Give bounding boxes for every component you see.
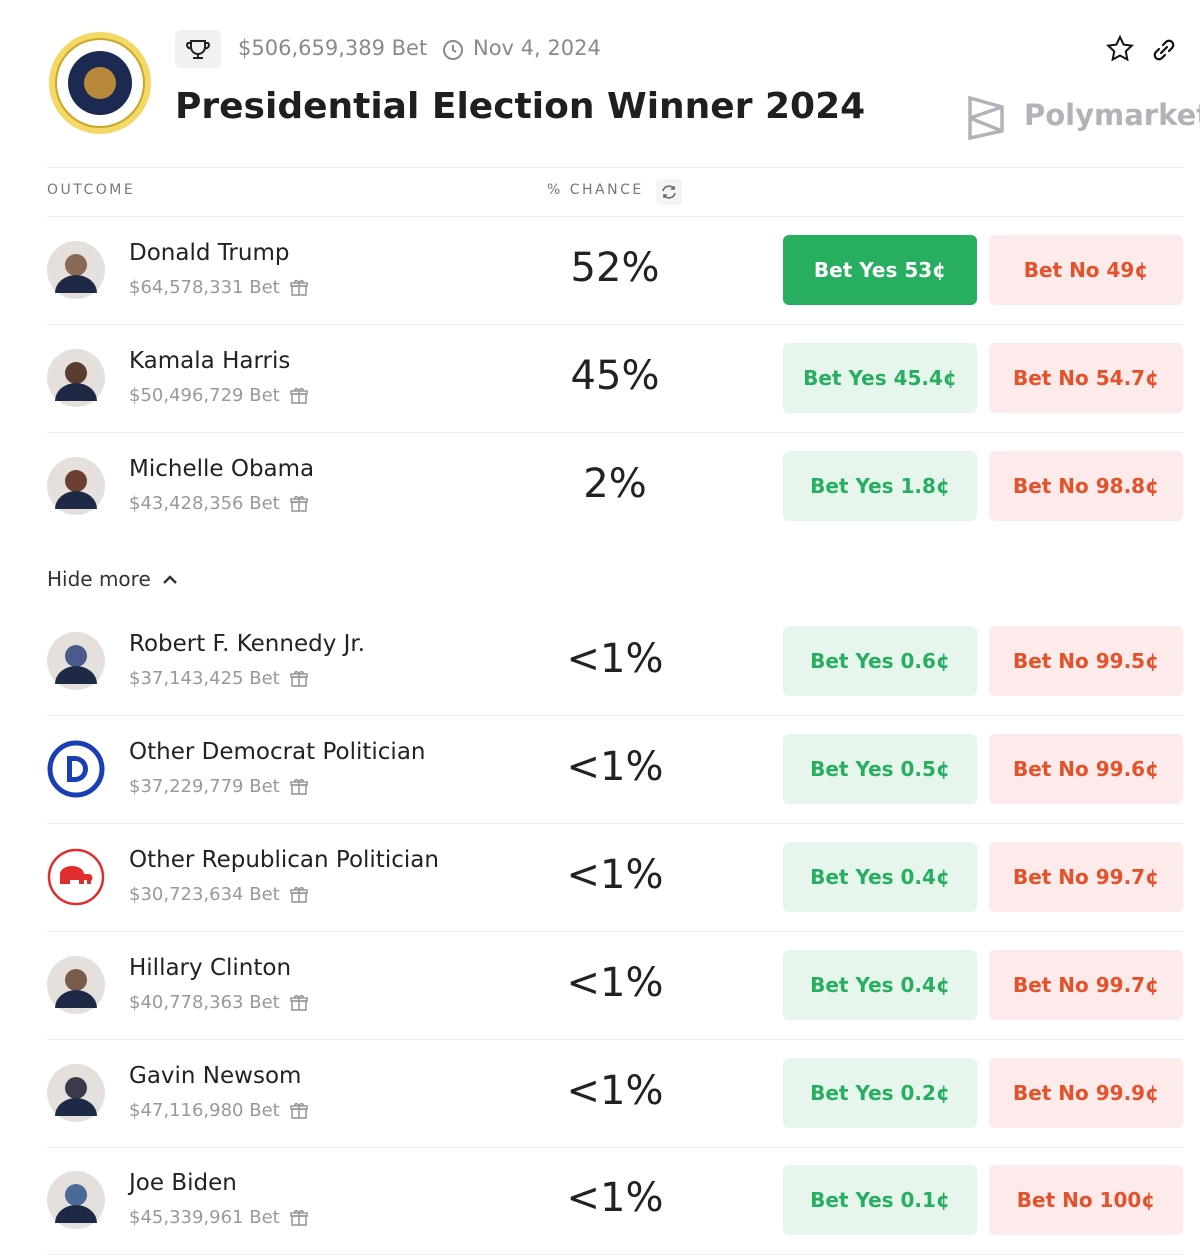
divider bbox=[47, 823, 1183, 824]
chance: <1% bbox=[566, 1068, 664, 1114]
gift-button[interactable] bbox=[289, 386, 309, 406]
outcome-name: Gavin Newsom bbox=[129, 1063, 302, 1089]
brand-logo bbox=[968, 95, 1004, 140]
hide-more-toggle[interactable]: Hide more bbox=[47, 567, 179, 591]
divider bbox=[47, 432, 1183, 433]
brand-name: Polymarket bbox=[1024, 98, 1200, 132]
divider bbox=[47, 1147, 1183, 1148]
chance: <1% bbox=[566, 852, 664, 898]
outcome-volume: $37,143,425 Bet bbox=[129, 668, 280, 689]
avatar bbox=[47, 349, 105, 407]
column-header: % CHANCE bbox=[547, 182, 644, 198]
star-button[interactable] bbox=[1105, 34, 1135, 64]
trophy-button[interactable] bbox=[175, 30, 221, 68]
end-date: Nov 4, 2024 bbox=[473, 36, 601, 60]
chance: 52% bbox=[570, 245, 660, 291]
avatar bbox=[47, 457, 105, 515]
avatar bbox=[47, 632, 105, 690]
outcome-name: Hillary Clinton bbox=[129, 955, 292, 981]
chance: <1% bbox=[566, 1175, 664, 1221]
chance: 2% bbox=[583, 461, 647, 507]
gift-button[interactable] bbox=[289, 993, 309, 1013]
avatar bbox=[47, 1171, 105, 1229]
bet-yes-button[interactable]: Bet Yes 45.4¢ bbox=[783, 343, 977, 413]
divider bbox=[47, 324, 1183, 325]
avatar bbox=[47, 740, 105, 798]
outcome-name: Michelle Obama bbox=[129, 456, 315, 482]
chance: 45% bbox=[570, 353, 660, 399]
total-volume: $506,659,389 Bet bbox=[238, 36, 428, 60]
outcome-volume: $43,428,356 Bet bbox=[129, 493, 280, 514]
gift-button[interactable] bbox=[289, 885, 309, 905]
bet-yes-button[interactable]: Bet Yes 0.4¢ bbox=[783, 950, 977, 1020]
clock-icon bbox=[443, 40, 463, 60]
outcome-name: Other Democrat Politician bbox=[129, 739, 426, 765]
bet-no-button[interactable]: Bet No 99.5¢ bbox=[989, 626, 1183, 696]
seal bbox=[49, 32, 151, 134]
bet-yes-button[interactable]: Bet Yes 0.6¢ bbox=[783, 626, 977, 696]
bet-no-button[interactable]: Bet No 99.6¢ bbox=[989, 734, 1183, 804]
gift-button[interactable] bbox=[289, 777, 309, 797]
divider bbox=[47, 715, 1183, 716]
gift-button[interactable] bbox=[289, 669, 309, 689]
divider bbox=[47, 1039, 1183, 1040]
bet-no-button[interactable]: Bet No 99.7¢ bbox=[989, 842, 1183, 912]
bet-yes-button[interactable]: Bet Yes 0.2¢ bbox=[783, 1058, 977, 1128]
divider bbox=[47, 167, 1183, 168]
gift-button[interactable] bbox=[289, 1101, 309, 1121]
avatar bbox=[47, 956, 105, 1014]
avatar bbox=[47, 241, 105, 299]
column-header: OUTCOME bbox=[47, 182, 136, 198]
outcome-name: Kamala Harris bbox=[129, 348, 291, 374]
bet-no-button[interactable]: Bet No 99.9¢ bbox=[989, 1058, 1183, 1128]
gift-button[interactable] bbox=[289, 278, 309, 298]
outcome-volume: $50,496,729 Bet bbox=[129, 385, 280, 406]
bet-no-button[interactable]: Bet No 99.7¢ bbox=[989, 950, 1183, 1020]
outcome-volume: $40,778,363 Bet bbox=[129, 992, 280, 1013]
avatar bbox=[47, 1064, 105, 1122]
bet-yes-button[interactable]: Bet Yes 0.5¢ bbox=[783, 734, 977, 804]
outcome-volume: $37,229,779 Bet bbox=[129, 776, 280, 797]
bet-no-button[interactable]: Bet No 54.7¢ bbox=[989, 343, 1183, 413]
gift-button[interactable] bbox=[289, 1208, 309, 1228]
outcome-name: Donald Trump bbox=[129, 240, 290, 266]
outcome-name: Joe Biden bbox=[129, 1170, 237, 1196]
market-title: Presidential Election Winner 2024 bbox=[175, 86, 866, 127]
outcome-volume: $45,339,961 Bet bbox=[129, 1207, 280, 1228]
link-button[interactable] bbox=[1150, 36, 1178, 64]
refresh-button[interactable] bbox=[655, 178, 683, 206]
chance: <1% bbox=[566, 744, 664, 790]
bet-no-button[interactable]: Bet No 100¢ bbox=[989, 1165, 1183, 1235]
divider bbox=[47, 216, 1183, 217]
bet-yes-button[interactable]: Bet Yes 53¢ bbox=[783, 235, 977, 305]
chance: <1% bbox=[566, 636, 664, 682]
bet-yes-button[interactable]: Bet Yes 0.4¢ bbox=[783, 842, 977, 912]
divider bbox=[47, 1254, 1183, 1255]
bet-no-button[interactable]: Bet No 98.8¢ bbox=[989, 451, 1183, 521]
outcome-name: Other Republican Politician bbox=[129, 847, 439, 873]
outcome-name: Robert F. Kennedy Jr. bbox=[129, 631, 366, 657]
outcome-volume: $64,578,331 Bet bbox=[129, 277, 280, 298]
outcome-volume: $30,723,634 Bet bbox=[129, 884, 280, 905]
avatar bbox=[47, 848, 105, 906]
gift-button[interactable] bbox=[289, 494, 309, 514]
bet-yes-button[interactable]: Bet Yes 1.8¢ bbox=[783, 451, 977, 521]
divider bbox=[47, 931, 1183, 932]
bet-yes-button[interactable]: Bet Yes 0.1¢ bbox=[783, 1165, 977, 1235]
outcome-volume: $47,116,980 Bet bbox=[129, 1100, 280, 1121]
bet-no-button[interactable]: Bet No 49¢ bbox=[989, 235, 1183, 305]
chance: <1% bbox=[566, 960, 664, 1006]
